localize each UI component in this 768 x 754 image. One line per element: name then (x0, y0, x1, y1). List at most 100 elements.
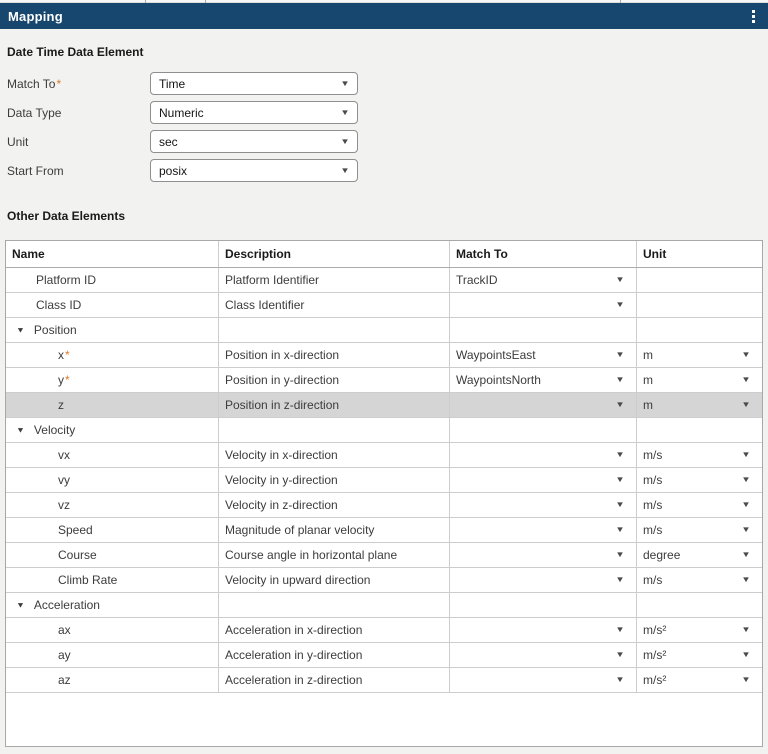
description-cell: Platform Identifier (219, 268, 450, 292)
dropdown-selected-value: sec (159, 135, 178, 149)
unit-dropdown[interactable]: sec▼ (150, 130, 358, 153)
unit-dropdown[interactable]: degree▼ (637, 543, 762, 567)
data-type-label: Data Type (5, 106, 150, 120)
table-row-ax[interactable]: axAcceleration in x-direction▼m/s²▼ (6, 618, 762, 643)
chevron-down-icon: ▼ (615, 576, 625, 584)
table-row-course[interactable]: CourseCourse angle in horizontal plane▼d… (6, 543, 762, 568)
table-row-vy[interactable]: vyVelocity in y-direction▼m/s▼ (6, 468, 762, 493)
row-description-label: Position in x-direction (225, 348, 339, 362)
row-description-label: Velocity in z-direction (225, 498, 338, 512)
chevron-down-icon: ▼ (615, 476, 625, 484)
match-to-label: Match To* (5, 77, 150, 91)
collapse-toggle-icon[interactable]: ▼ (16, 426, 25, 435)
match-to-dropdown[interactable]: ▼ (450, 393, 637, 417)
name-cell: Platform ID (6, 268, 219, 292)
match-to-dropdown[interactable]: WaypointsNorth▼ (450, 368, 637, 392)
name-cell: ax (6, 618, 219, 642)
panel-menu-button[interactable] (749, 7, 758, 26)
unit-dropdown[interactable]: m▼ (637, 393, 762, 417)
datetime-form: Match To*Time▼Data TypeNumeric▼Unitsec▼S… (5, 72, 763, 182)
description-cell: Acceleration in x-direction (219, 618, 450, 642)
row-name-label: vy (58, 473, 70, 487)
table-row-ay[interactable]: ayAcceleration in y-direction▼m/s²▼ (6, 643, 762, 668)
match-to-dropdown[interactable]: WaypointsEast▼ (450, 343, 637, 367)
field-label-text: Unit (7, 135, 28, 149)
unit-value: degree (643, 548, 680, 562)
row-name-label: z (58, 398, 64, 412)
section-title-date-time: Date Time Data Element (5, 45, 763, 59)
description-cell: Course angle in horizontal plane (219, 543, 450, 567)
chevron-down-icon: ▼ (340, 167, 350, 175)
chevron-down-icon: ▼ (741, 401, 751, 409)
description-cell: Position in z-direction (219, 393, 450, 417)
unit-dropdown[interactable]: m/s▼ (637, 493, 762, 517)
match-to-dropdown[interactable]: ▼ (450, 543, 637, 567)
row-name-label: Acceleration (34, 598, 100, 612)
match-to-dropdown[interactable]: ▼ (450, 518, 637, 542)
unit-cell (637, 293, 762, 317)
row-description-label: Course angle in horizontal plane (225, 548, 397, 562)
table-body: Platform IDPlatform IdentifierTrackID▼Cl… (6, 268, 762, 693)
name-cell: Class ID (6, 293, 219, 317)
table-row-x[interactable]: x*Position in x-directionWaypointsEast▼m… (6, 343, 762, 368)
data-type-dropdown[interactable]: Numeric▼ (150, 101, 358, 124)
table-row-velocity[interactable]: ▼Velocity (6, 418, 762, 443)
description-cell: Acceleration in y-direction (219, 643, 450, 667)
match-to-dropdown[interactable]: ▼ (450, 618, 637, 642)
match-to-dropdown[interactable]: ▼ (450, 468, 637, 492)
table-row-z[interactable]: zPosition in z-direction▼m▼ (6, 393, 762, 418)
unit-value: m (643, 398, 653, 412)
chevron-down-icon: ▼ (741, 676, 751, 684)
table-row-speed[interactable]: Speed Magnitude of planar velocity ▼m/s▼ (6, 518, 762, 543)
unit-dropdown[interactable]: m/s²▼ (637, 618, 762, 642)
unit-dropdown[interactable]: m/s▼ (637, 443, 762, 467)
row-name-label: Class ID (36, 298, 81, 312)
unit-dropdown[interactable]: m/s▼ (637, 568, 762, 592)
collapse-toggle-icon[interactable]: ▼ (16, 601, 25, 610)
row-name-label: Position (34, 323, 77, 337)
row-description-label: Magnitude of planar velocity (225, 523, 374, 537)
table-row-position[interactable]: ▼ Position (6, 318, 762, 343)
row-description-label: Acceleration in y-direction (225, 648, 362, 662)
field-label-text: Match To (7, 77, 55, 91)
unit-dropdown[interactable]: m/s²▼ (637, 643, 762, 667)
table-row-y[interactable]: y*Position in y-directionWaypointsNorth▼… (6, 368, 762, 393)
table-row-acceleration[interactable]: ▼ Acceleration (6, 593, 762, 618)
unit-dropdown[interactable]: m/s▼ (637, 468, 762, 492)
match-to-dropdown[interactable]: ▼ (450, 443, 637, 467)
table-row-az[interactable]: azAcceleration in z-direction▼m/s²▼ (6, 668, 762, 693)
unit-value: m/s² (643, 673, 666, 687)
match-to-dropdown[interactable]: ▼ (450, 493, 637, 517)
name-cell: vy (6, 468, 219, 492)
unit-dropdown[interactable]: m▼ (637, 343, 762, 367)
chevron-down-icon: ▼ (741, 576, 751, 584)
table-row-vz[interactable]: vzVelocity in z-direction▼m/s▼ (6, 493, 762, 518)
chevron-down-icon: ▼ (741, 376, 751, 384)
table-row-climb-rate[interactable]: Climb RateVelocity in upward direction▼m… (6, 568, 762, 593)
collapse-toggle-icon[interactable]: ▼ (16, 326, 25, 335)
vertical-ellipsis-icon (752, 15, 755, 18)
row-name-label: Speed (58, 523, 93, 537)
start-from-dropdown[interactable]: posix▼ (150, 159, 358, 182)
divider-tick (620, 0, 621, 3)
match-to-dropdown[interactable]: ▼ (450, 668, 637, 692)
match-to-dropdown[interactable]: ▼ (450, 643, 637, 667)
table-row-class-id[interactable]: Class IDClass Identifier▼ (6, 293, 762, 318)
name-cell: Speed (6, 518, 219, 542)
form-row-unit: Unit sec▼ (5, 130, 763, 153)
table-row-vx[interactable]: vxVelocity in x-direction▼m/s▼ (6, 443, 762, 468)
unit-dropdown[interactable]: m/s▼ (637, 518, 762, 542)
row-description-label: Platform Identifier (225, 273, 319, 287)
row-name-label: x (58, 348, 64, 362)
unit-dropdown[interactable]: m▼ (637, 368, 762, 392)
match-to-dropdown[interactable]: TrackID▼ (450, 268, 637, 292)
name-cell: Course (6, 543, 219, 567)
match-to-dropdown[interactable]: ▼ (450, 568, 637, 592)
unit-dropdown[interactable]: m/s² ▼ (637, 668, 762, 692)
unit-value: m/s² (643, 623, 666, 637)
table-row-platform-id[interactable]: Platform ID Platform Identifier TrackID▼ (6, 268, 762, 293)
match-to-dropdown[interactable]: Time▼ (150, 72, 358, 95)
start-from-label: Start From (5, 164, 150, 178)
match-to-dropdown[interactable]: ▼ (450, 293, 637, 317)
row-description-label: Velocity in x-direction (225, 448, 338, 462)
